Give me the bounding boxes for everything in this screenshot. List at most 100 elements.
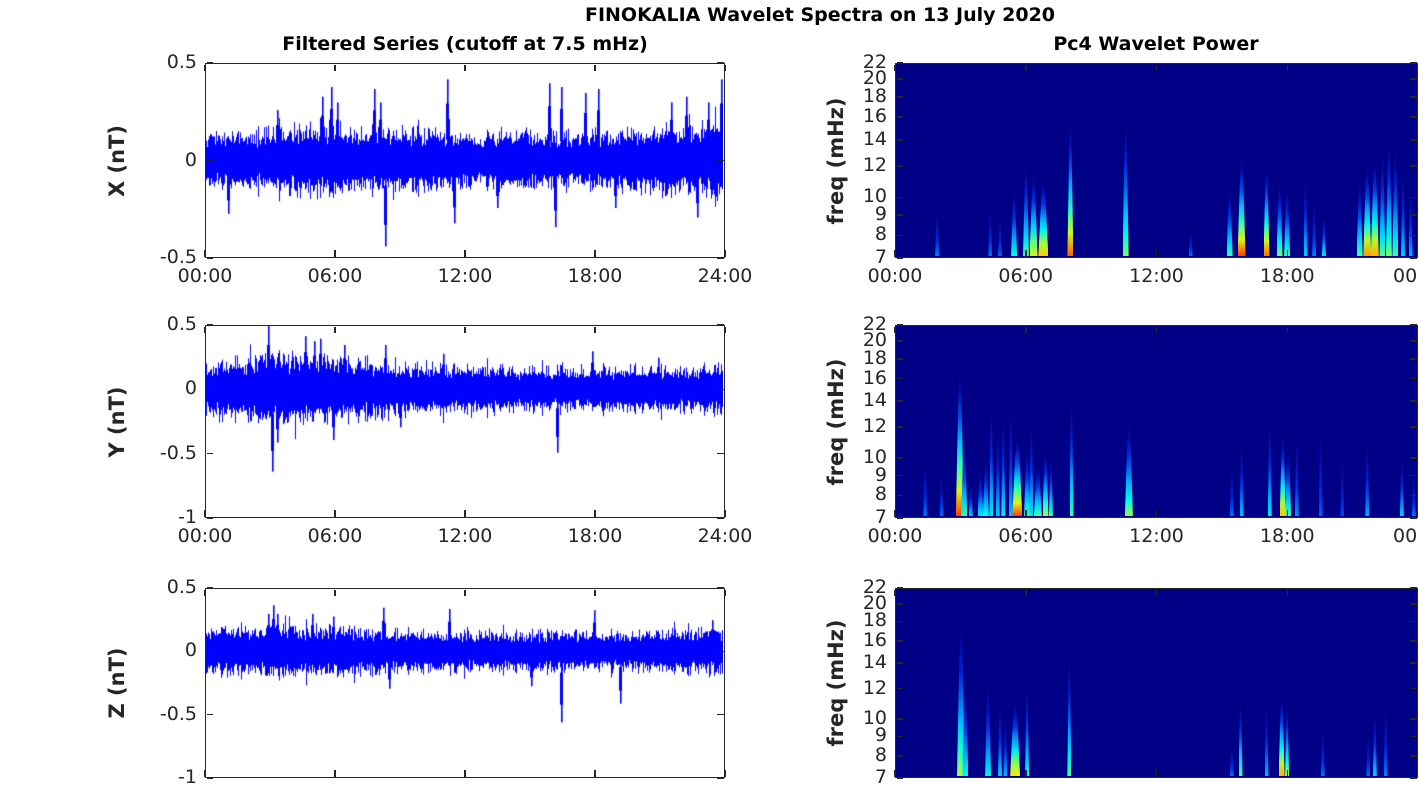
axis-tick [896, 718, 903, 720]
wavelet-power-streak [998, 213, 1002, 256]
axis-tick [1155, 64, 1158, 71]
wavelet-power-streak [1366, 734, 1371, 776]
wavelet-power-streak [1023, 161, 1029, 256]
axis-tick [894, 510, 896, 517]
y-tick-label: 0.5 [166, 313, 197, 335]
axis-tick [594, 589, 596, 596]
axis-tick [206, 257, 213, 259]
wavelet-power-streak [1069, 395, 1074, 516]
y-tick-label: 0.5 [166, 576, 197, 598]
axis-tick [896, 777, 903, 779]
axis-tick [896, 603, 903, 605]
wavelet-power-streak [961, 441, 968, 516]
y-tick-label: 12 [862, 676, 887, 699]
y-tick-label: -1 [178, 766, 197, 788]
wavelet-power-streak [1392, 145, 1399, 256]
axis-tick [896, 78, 903, 80]
axis-tick [717, 257, 724, 259]
axis-tick [1410, 755, 1417, 757]
axis-tick [1410, 735, 1417, 738]
y-tick-label: 12 [862, 154, 887, 177]
axis-tick [1410, 324, 1417, 326]
axis-tick [204, 770, 206, 777]
axis-tick [1410, 662, 1417, 664]
axis-tick [896, 457, 903, 459]
wavelet-power-streak [988, 204, 993, 256]
axis-tick [896, 640, 903, 642]
axis-tick [896, 377, 903, 380]
figure-title: FINOKALIA Wavelet Spectra on 13 July 202… [584, 4, 1056, 26]
axis-tick [1286, 326, 1288, 333]
x-tick-label: 24:00 [697, 265, 753, 287]
wavelet-power-streak [1379, 152, 1386, 256]
x-tick-label: 06:00 [307, 265, 363, 287]
axis-tick [1410, 377, 1417, 380]
wavelet-power-streak [1285, 448, 1292, 516]
x_filtered-waveform [206, 64, 723, 256]
axis-tick [896, 214, 903, 216]
axis-tick [1410, 620, 1417, 623]
axis-tick [896, 62, 903, 64]
y-tick-label: -0.5 [159, 246, 197, 268]
wavelet-power-streak [1011, 188, 1018, 256]
axis-tick [594, 770, 596, 777]
axis-tick [464, 589, 466, 596]
x-tick-label: 06:00 [307, 525, 363, 547]
axis-tick [1286, 770, 1288, 777]
axis-tick [204, 250, 206, 257]
y-tick-label: 18 [862, 85, 887, 108]
axis-tick [717, 713, 724, 716]
axis-tick [717, 452, 724, 455]
axis-tick [1410, 340, 1417, 342]
y-tick-label: 14 [862, 389, 887, 412]
axis-tick [1410, 687, 1417, 690]
x-tick-label: 18:00 [1259, 265, 1315, 287]
wavelet-power-streak [1284, 188, 1291, 256]
x-tick-label: 00:00 [177, 265, 233, 287]
axis-tick [1410, 603, 1417, 605]
y-tick-label: 18 [862, 609, 887, 632]
axis-tick [206, 62, 213, 64]
axis-tick [1410, 587, 1417, 589]
y-tick-label: 7 [874, 246, 887, 268]
axis-tick [1286, 589, 1288, 596]
wavelet-power-streak [1025, 681, 1030, 776]
wavelet-power-streak [1263, 165, 1270, 256]
wavelet-power-streak [977, 470, 984, 516]
axis-tick [206, 587, 213, 589]
wavelet-power-streak [1033, 465, 1042, 516]
axis-tick [594, 250, 596, 257]
y-tick-label: 10 [862, 706, 887, 729]
axis-tick [334, 326, 336, 333]
wavelet-power-streak [1012, 436, 1023, 516]
y-tick-label: 9 [874, 724, 887, 747]
wavelet-power-streak [1383, 702, 1388, 776]
axis-tick [894, 64, 896, 71]
x-tick-label: 06:00 [998, 265, 1054, 287]
axis-tick [204, 64, 206, 71]
wavelet-power-streak [998, 702, 1002, 776]
axis-tick [206, 388, 213, 391]
wavelet-power-streak [1372, 709, 1377, 776]
wavelet-power-streak [1318, 426, 1323, 516]
axis-tick [896, 474, 903, 477]
axis-tick [1410, 214, 1417, 216]
y-tick-label: 16 [862, 105, 887, 128]
axis-tick [724, 510, 726, 517]
axis-tick [896, 257, 903, 259]
y-tick-label: 12 [862, 415, 887, 438]
axis-tick [717, 62, 724, 64]
axis-tick [724, 326, 726, 333]
axis-tick [1410, 640, 1417, 642]
axis-tick [894, 770, 896, 777]
axis-tick [896, 234, 903, 236]
axis-tick [204, 589, 206, 596]
wavelet-power-streak [1029, 172, 1038, 256]
axis-tick [717, 517, 724, 519]
wavelet-power-streak [968, 483, 973, 516]
axis-tick [896, 620, 903, 623]
wavelet-power-streak [1067, 119, 1074, 256]
wavelet-power-streak [1303, 172, 1308, 256]
x-tick-label: 00:00 [867, 265, 923, 287]
wavelet-power-streak [1124, 421, 1133, 516]
